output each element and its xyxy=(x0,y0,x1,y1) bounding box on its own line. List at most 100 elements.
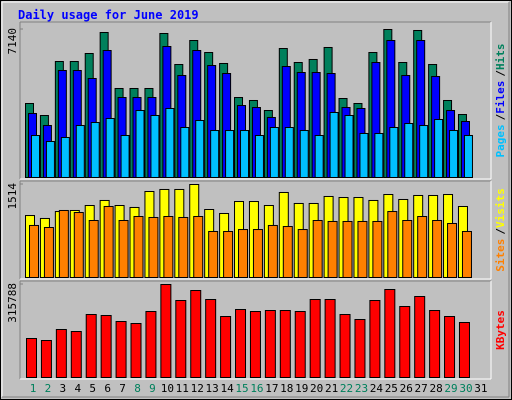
bar xyxy=(130,322,142,379)
legend-entry: Hits xyxy=(494,44,507,71)
x-tick-label: 1 xyxy=(30,382,37,395)
x-tick-label: 11 xyxy=(176,382,189,395)
bar xyxy=(357,220,368,279)
bar xyxy=(461,230,472,278)
x-tick-label: 4 xyxy=(74,382,81,395)
bar xyxy=(90,122,100,178)
bar xyxy=(165,107,175,178)
bar xyxy=(344,115,354,178)
legend-entry: Visits xyxy=(494,188,507,228)
bar xyxy=(118,219,129,278)
bar xyxy=(447,223,458,279)
x-tick-label: 13 xyxy=(206,382,219,395)
x-tick-label: 29 xyxy=(444,382,457,395)
bar xyxy=(417,216,428,278)
bar xyxy=(449,130,459,178)
bar xyxy=(314,135,324,179)
bar xyxy=(267,224,278,279)
bar xyxy=(374,132,384,178)
x-tick-label: 10 xyxy=(161,382,174,395)
x-tick-label: 16 xyxy=(250,382,263,395)
bar xyxy=(135,110,145,178)
x-tick-label: 14 xyxy=(220,382,234,395)
bar xyxy=(58,209,69,278)
bar xyxy=(434,119,444,179)
bar xyxy=(193,216,204,278)
bar xyxy=(133,216,144,278)
bar xyxy=(419,125,429,178)
x-tick-label: 5 xyxy=(89,382,96,395)
bar xyxy=(463,135,473,179)
legend: KBytes xyxy=(494,310,507,350)
bar xyxy=(60,136,70,179)
bar xyxy=(225,130,235,178)
bar xyxy=(399,305,411,378)
legend: Pages/Files/Hits xyxy=(494,44,507,158)
bar xyxy=(26,337,37,379)
bar xyxy=(389,127,399,179)
bar xyxy=(359,132,369,178)
bar xyxy=(145,310,157,378)
bar xyxy=(75,125,85,178)
bar xyxy=(252,229,263,278)
bar xyxy=(195,119,205,178)
bar xyxy=(31,135,40,179)
bar xyxy=(372,220,383,279)
bar xyxy=(73,212,84,279)
bar xyxy=(180,127,190,179)
legend-separator: / xyxy=(494,228,507,235)
bar xyxy=(208,230,219,278)
bar xyxy=(312,219,323,278)
x-tick-label: 6 xyxy=(104,382,111,395)
x-tick-label: 26 xyxy=(400,382,413,395)
bar xyxy=(55,328,67,378)
x-tick-label: 15 xyxy=(235,382,248,395)
bar xyxy=(238,229,249,278)
bar xyxy=(210,130,220,178)
x-tick-label: 19 xyxy=(295,382,308,395)
x-tick-label: 8 xyxy=(134,382,141,395)
bar xyxy=(282,226,293,278)
y-tick-label: 7140 xyxy=(6,28,19,55)
bar xyxy=(269,127,279,179)
bar xyxy=(85,313,97,379)
bar xyxy=(294,310,306,378)
bar xyxy=(100,314,112,378)
x-tick-label: 27 xyxy=(415,382,428,395)
bar xyxy=(163,216,174,278)
bar xyxy=(105,118,115,179)
bar xyxy=(178,216,189,278)
bar xyxy=(235,308,247,378)
bar xyxy=(220,315,232,379)
chart-title: Daily usage for June 2019 xyxy=(18,8,199,22)
x-tick-label: 18 xyxy=(280,382,293,395)
bar xyxy=(354,318,366,378)
bar xyxy=(402,219,413,278)
bar xyxy=(342,220,353,279)
bar xyxy=(329,111,339,178)
bar xyxy=(404,123,414,178)
bar xyxy=(444,315,456,379)
x-tick-label: 7 xyxy=(119,382,126,395)
x-tick-label: 23 xyxy=(355,382,368,395)
x-tick-label: 17 xyxy=(265,382,278,395)
bar xyxy=(103,205,114,278)
bar xyxy=(120,135,130,179)
x-tick-label: 21 xyxy=(325,382,338,395)
legend: Sites /Visits xyxy=(494,188,507,272)
bar xyxy=(279,309,291,379)
legend-separator: / xyxy=(494,70,507,77)
x-tick-label: 3 xyxy=(60,382,67,395)
bar xyxy=(150,115,160,178)
x-tick-label: 24 xyxy=(370,382,384,395)
bar xyxy=(429,309,441,379)
bar xyxy=(324,298,336,379)
bar xyxy=(297,229,308,278)
bar xyxy=(284,127,294,179)
bar xyxy=(29,224,39,279)
bar xyxy=(299,130,309,178)
bar xyxy=(40,339,52,378)
y-tick-label: 1514 xyxy=(6,183,19,210)
x-tick-label: 31 xyxy=(474,382,487,395)
x-tick-label: 9 xyxy=(149,382,156,395)
